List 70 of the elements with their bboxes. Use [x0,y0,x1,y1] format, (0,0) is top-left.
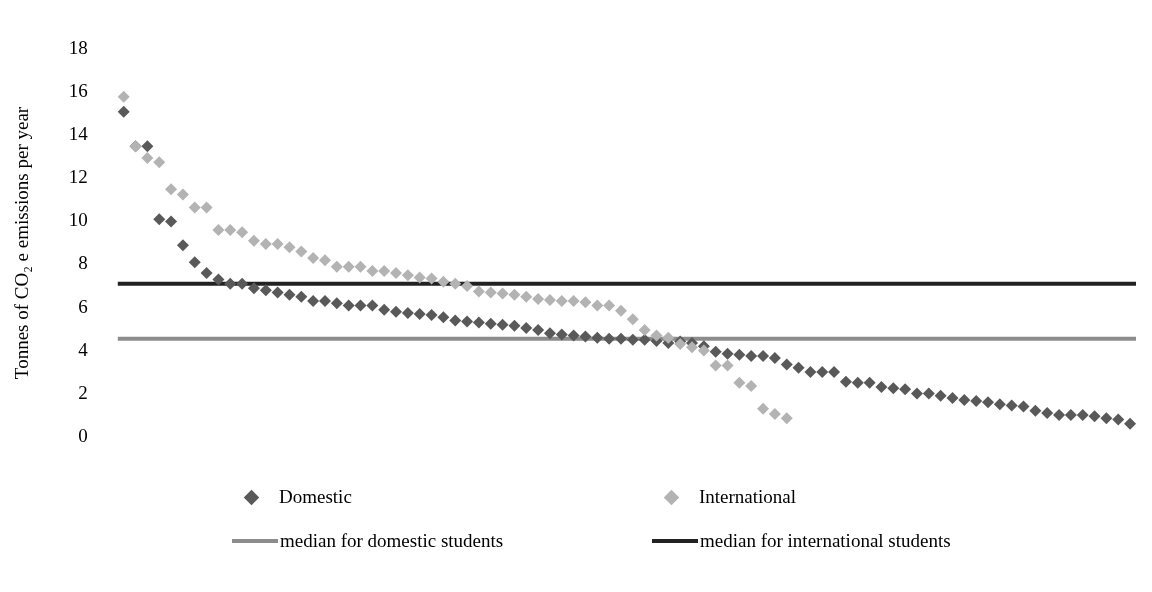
point [176,188,189,201]
y-tick-label: 4 [78,338,89,360]
point [259,238,272,251]
point [318,254,331,267]
point [614,304,627,317]
point [520,290,533,303]
point [200,201,213,214]
point [342,260,355,273]
point [532,292,545,305]
y-tick-label: 8 [78,252,88,274]
y-tick-label: 2 [78,381,88,403]
legend-label: median for international students [700,530,951,552]
point [378,264,391,277]
y-tick-label: 18 [68,37,88,59]
point [449,277,462,290]
point [247,234,260,247]
point [733,376,746,389]
point [768,408,781,421]
legend-label: median for domestic students [280,530,504,552]
legend-label: Domestic [279,486,352,508]
point [579,296,592,309]
point [330,260,343,273]
y-tick-label: 16 [68,80,88,102]
point [401,269,414,282]
point [307,252,320,265]
point [236,226,249,239]
point [153,156,166,169]
point [638,324,651,337]
point [484,286,497,299]
y-tick-label: 6 [78,295,88,317]
point [508,288,521,301]
point [567,295,580,308]
point [295,245,308,258]
point [721,359,734,372]
point [141,152,154,165]
y-tick-label: 0 [78,424,88,446]
point [697,344,710,357]
point [413,271,426,284]
point [461,280,474,293]
point [745,380,758,393]
point [555,295,568,308]
point [283,241,296,254]
point [165,183,178,196]
point [437,275,450,288]
point [366,264,379,277]
point [709,359,722,372]
point [686,341,699,354]
point [626,313,639,326]
point [212,224,225,237]
point [603,299,616,312]
point [224,224,237,237]
legend-label: International [699,486,797,508]
point [496,287,509,300]
point [425,272,438,285]
point [271,238,284,251]
point [591,299,604,312]
point [354,260,367,273]
y-tick-label: 14 [68,123,89,145]
point [780,412,793,425]
point [757,402,770,415]
y-tick-label: 12 [68,166,88,188]
point [472,285,485,298]
point [650,329,663,342]
point [117,90,130,103]
y-axis-title: Tonnes of CO₂ e emissions per year [11,106,33,380]
point [543,294,556,306]
point [188,201,201,214]
y-tick-label: 10 [68,209,88,231]
point [390,267,403,280]
point [662,331,675,344]
